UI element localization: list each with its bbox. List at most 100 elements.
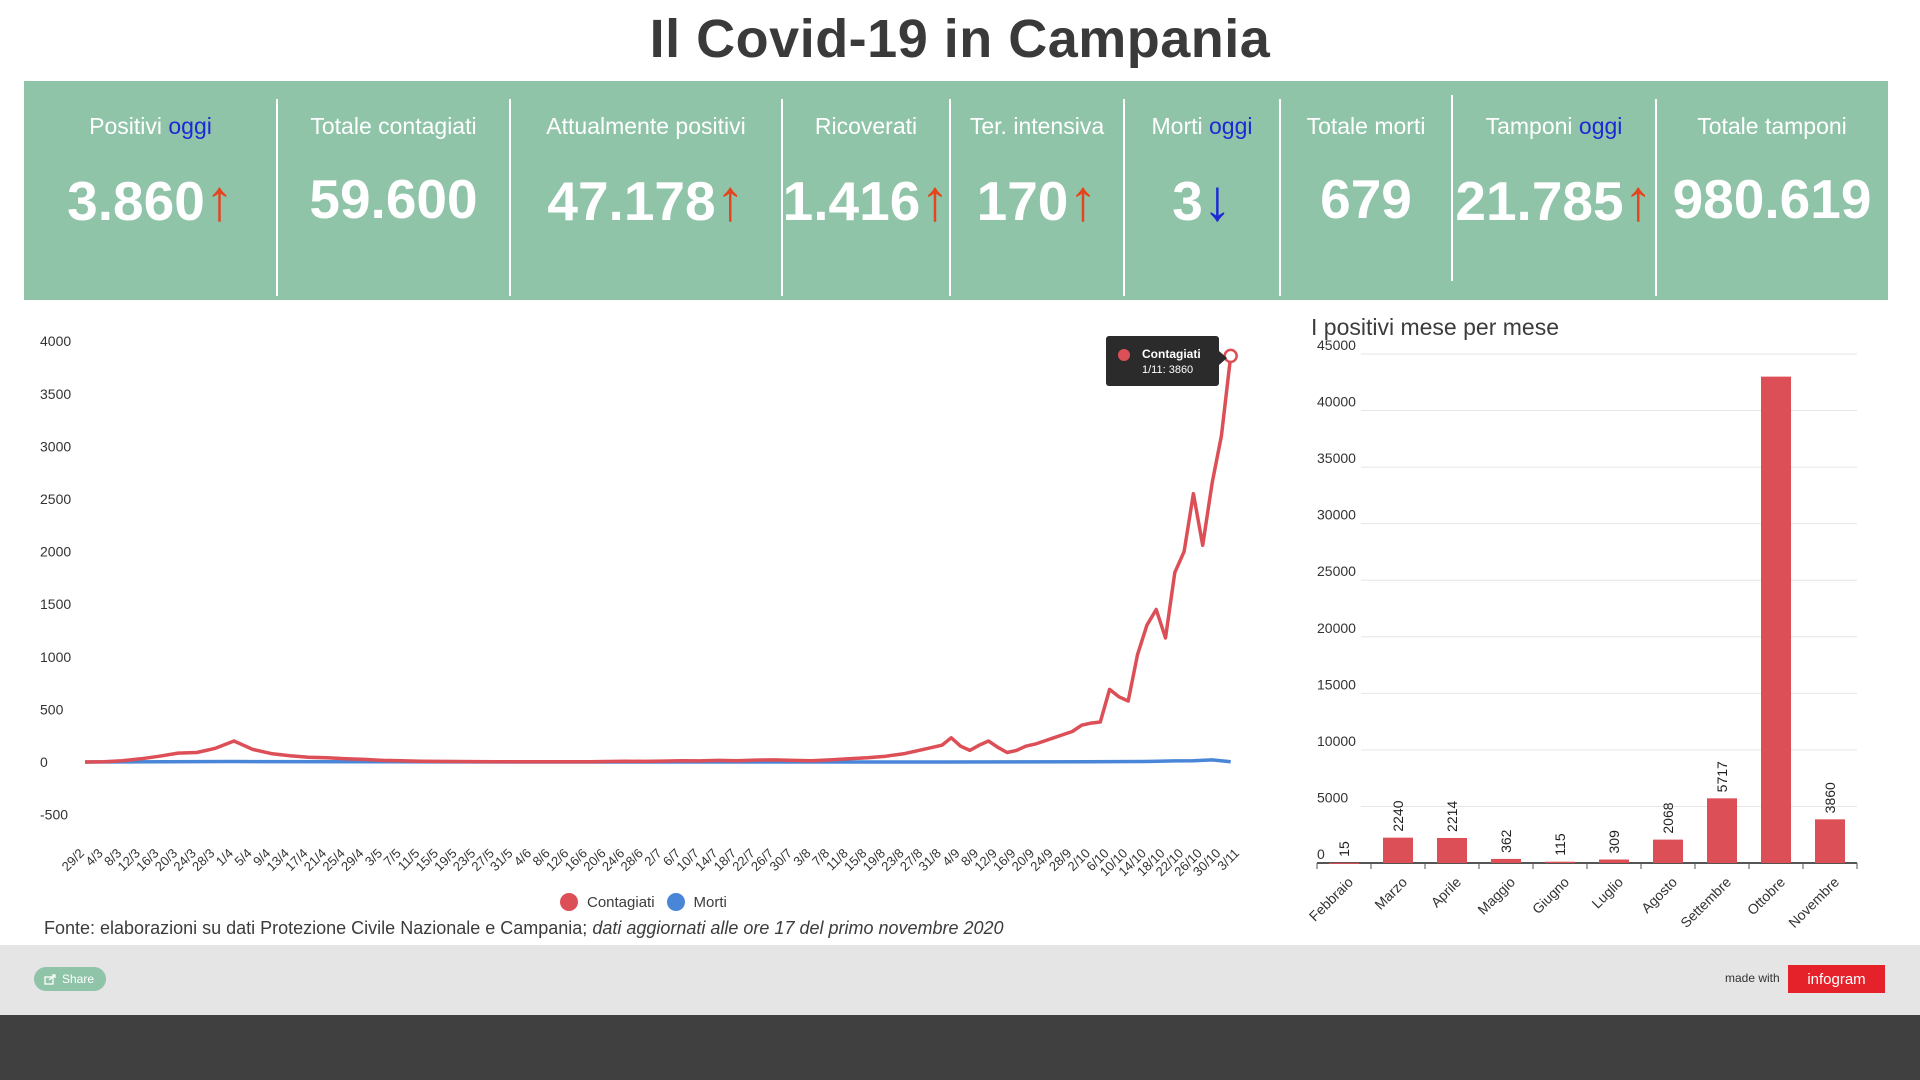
arrow-up-icon: ↑ [1068, 168, 1098, 233]
bar-agosto [1653, 839, 1683, 863]
kpi-divider [1451, 95, 1453, 281]
bar-settembre [1707, 798, 1737, 863]
arrow-up-icon: ↑ [204, 168, 234, 233]
y-tick-label: 0 [1317, 846, 1325, 862]
kpi-label-text: Ricoverati [814, 113, 918, 139]
y-tick-label: 0 [40, 754, 48, 770]
kpi-label-text: Totale morti [1306, 113, 1426, 139]
bar-value-label: 309 [1606, 830, 1622, 854]
legend-dot-morti [666, 893, 685, 911]
kpi-divider [1655, 99, 1657, 296]
kpi-card: Totale contagiati 59.600 [277, 81, 510, 300]
legend-item-contagiati[interactable]: Contagiati [560, 893, 655, 911]
x-category-label: Novembre [1785, 874, 1842, 931]
kpi-card: Attualmente positivi 47.178↑ [510, 81, 782, 300]
bar-value-label: 2068 [1660, 802, 1676, 833]
kpi-value: 980.619 [1656, 167, 1888, 231]
kpi-divider [1123, 99, 1125, 296]
y-tick-label: 45000 [1317, 337, 1356, 353]
kpi-card: Ter. intensiva 170↑ [950, 81, 1124, 300]
y-tick-label: 10000 [1317, 733, 1356, 749]
kpi-value: 59.600 [277, 167, 510, 231]
x-category-label: Settembre [1677, 874, 1734, 931]
y-tick-label: 500 [40, 701, 64, 717]
kpi-value-text: 47.178 [547, 170, 716, 232]
x-category-label: Aprile [1427, 874, 1464, 911]
bar-ottobre [1761, 376, 1791, 863]
made-with-text: made with [1725, 971, 1780, 985]
kpi-divider [949, 99, 951, 296]
bar-luglio [1599, 859, 1629, 863]
kpi-label-text: Totale contagiati [310, 113, 477, 139]
kpi-divider [276, 99, 278, 296]
kpi-value: 170↑ [950, 167, 1124, 234]
tooltip-value: 1/11: 3860 [1142, 364, 1193, 376]
source-update-note: dati aggiornati alle ore 17 del primo no… [592, 918, 1004, 938]
kpi-band: Positivi oggi 3.860↑ Totale contagiati 59.6… [24, 81, 1888, 300]
bar-value-label: 15 [1336, 841, 1352, 857]
share-icon [44, 973, 56, 985]
highlighted-point [1223, 348, 1238, 364]
bar-value-label: 2214 [1444, 801, 1460, 832]
bar-maggio [1491, 858, 1521, 863]
kpi-value: 1.416↑ [782, 167, 950, 234]
arrow-up-icon: ↑ [1623, 168, 1653, 233]
kpi-value: 3↓ [1124, 167, 1280, 234]
tooltip-series-name: Contagiati [1142, 347, 1201, 361]
bar-value-label: 115 [1552, 833, 1568, 856]
bottom-band [0, 1015, 1920, 1080]
y-tick-label: 40000 [1317, 394, 1356, 410]
kpi-label-text: Ter. intensiva [969, 113, 1105, 139]
kpi-label-text: Attualmente positivi [546, 113, 746, 139]
bar-giugno [1545, 861, 1575, 863]
bar-value-label: 5717 [1714, 761, 1730, 792]
y-tick-label: 2500 [40, 491, 71, 507]
x-category-label: Maggio [1474, 874, 1518, 918]
infogram-logo[interactable]: infogram [1788, 965, 1885, 993]
tooltip-pointer [1219, 351, 1227, 365]
kpi-card: Ricoverati 1.416↑ [782, 81, 950, 300]
page-title: Il Covid-19 in Campania [649, 9, 1271, 69]
tooltip-dot [1118, 349, 1130, 361]
legend-item-morti[interactable]: Morti [666, 893, 727, 911]
kpi-value: 47.178↑ [510, 167, 782, 234]
source-text: Fonte: elaborazioni su dati Protezione C… [44, 918, 593, 938]
kpi-card: Morti oggi 3↓ [1124, 81, 1280, 300]
kpi-label: Positivi oggi [24, 113, 277, 140]
y-tick-label: 15000 [1317, 676, 1356, 692]
y-tick-label: 1500 [40, 596, 71, 612]
bar-chart: 45000 40000 35000 30000 25000 20000 15000 10000… [1306, 337, 1858, 931]
y-tick-label: -500 [40, 807, 68, 823]
chart-legend: Contagiati Morti [560, 893, 727, 911]
bar-aprile [1437, 837, 1467, 863]
kpi-divider [509, 99, 511, 296]
kpi-divider [1279, 99, 1281, 296]
kpi-label: Totale tamponi [1656, 113, 1888, 140]
series-line-contagiati [84, 355, 1233, 764]
kpi-label-oggi: oggi [1578, 113, 1623, 139]
x-category-label: Febbraio [1306, 874, 1357, 925]
kpi-value-text: 170 [976, 170, 1069, 232]
kpi-card: Totale morti 679 [1280, 81, 1452, 300]
kpi-value-text: 3 [1172, 170, 1203, 232]
y-tick-label: 4000 [40, 333, 71, 349]
arrow-up-icon: ↑ [715, 168, 745, 233]
bar-chart-title: I positivi mese per mese [1311, 314, 1559, 340]
bar-marzo [1383, 837, 1413, 863]
y-tick-label: 25000 [1317, 563, 1356, 579]
kpi-value: 679 [1280, 167, 1452, 231]
bar-febbraio [1329, 862, 1359, 864]
share-button[interactable]: Share [34, 967, 107, 991]
bar-novembre [1815, 819, 1845, 863]
arrow-up-icon: ↑ [920, 168, 950, 233]
legend-label-contagiati: Contagiati [587, 893, 655, 911]
kpi-value: 3.860↑ [24, 167, 277, 234]
kpi-label-text: Totale tamponi [1697, 113, 1847, 139]
y-tick-label: 20000 [1317, 620, 1356, 636]
kpi-label-text: Positivi [89, 113, 169, 139]
kpi-label: Totale contagiati [277, 113, 510, 140]
x-category-label: Agosto [1638, 874, 1680, 916]
x-tick-label: 3/11 [1214, 846, 1242, 874]
tooltip-box [1106, 336, 1219, 386]
arrow-down-icon: ↓ [1202, 168, 1232, 233]
